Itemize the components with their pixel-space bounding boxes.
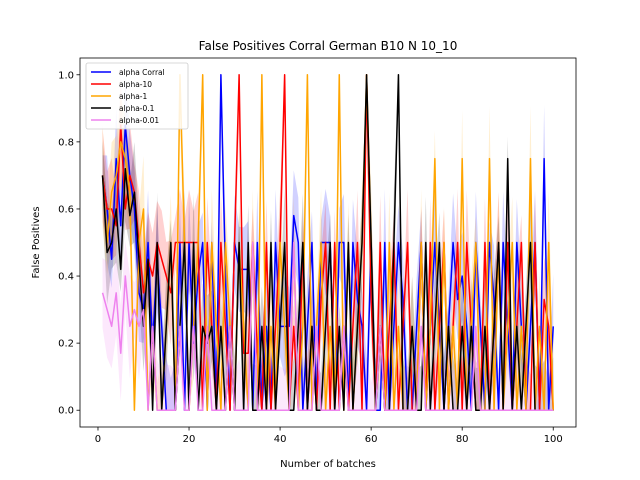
legend: alpha Corral alpha-10 alpha-1 alpha-0.1 alph… bbox=[85, 62, 189, 130]
x-tick-label: 80 bbox=[456, 434, 469, 445]
series-lines bbox=[101, 74, 554, 411]
y-tick-label: 0.8 bbox=[58, 137, 74, 148]
series-line-alpha-corral bbox=[101, 74, 554, 411]
legend-label-alpha-1: alpha-1 bbox=[119, 92, 147, 101]
band-alpha-10 bbox=[102, 74, 554, 411]
y-tick-label: 0.2 bbox=[58, 339, 74, 350]
y-axis-label: False Positives bbox=[31, 206, 42, 278]
band-alpha-1 bbox=[102, 74, 554, 411]
legend-label-alpha-0-1: alpha-0.1 bbox=[119, 104, 155, 113]
x-tick-label: 20 bbox=[183, 434, 196, 445]
legend-label-alpha-corral: alpha Corral bbox=[119, 68, 165, 77]
x-tick-label: 100 bbox=[544, 434, 563, 445]
series-line-alpha-0-01 bbox=[101, 241, 554, 411]
series-line-alpha-1 bbox=[101, 74, 554, 411]
y-tick-label: 0.0 bbox=[58, 406, 74, 417]
x-axis-label: Number of batches bbox=[280, 459, 376, 470]
y-tick-label: 1.0 bbox=[58, 70, 74, 81]
legend-label-alpha-10: alpha-10 bbox=[119, 80, 152, 89]
x-tick-label: 0 bbox=[95, 434, 101, 445]
chart-title: False Positives Corral German B10 N 10_1… bbox=[199, 39, 458, 53]
x-tick-label: 40 bbox=[274, 434, 287, 445]
x-axis: 0 20 40 60 80 100 bbox=[95, 427, 563, 445]
y-axis: 0.0 0.2 0.4 0.6 0.8 1.0 bbox=[58, 70, 80, 417]
plot-frame bbox=[79, 57, 577, 428]
y-tick-label: 0.6 bbox=[58, 204, 74, 215]
x-tick-label: 60 bbox=[365, 434, 378, 445]
legend-label-alpha-0-01: alpha-0.01 bbox=[119, 116, 159, 125]
legend-box bbox=[85, 62, 189, 130]
y-tick-label: 0.4 bbox=[58, 272, 74, 283]
